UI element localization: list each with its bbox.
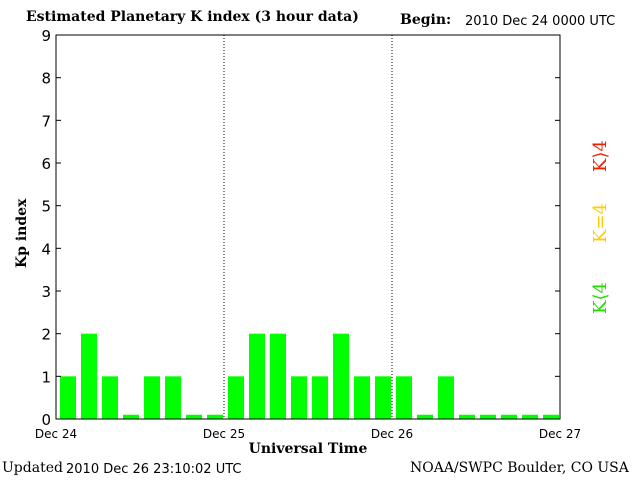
legend-k-greater-4: K⟩4 [590,140,611,172]
kp-bar [375,376,391,419]
credit-text: NOAA/SWPC Boulder, CO USA [410,460,629,476]
x-day-label: Dec 24 [35,427,77,441]
kp-bar [186,414,202,419]
kp-bar [501,414,517,419]
y-tick-label: 0 [41,411,51,429]
y-tick-label: 1 [41,368,51,386]
kp-bar [417,414,433,419]
kp-bar [123,414,139,419]
y-tick-label: 6 [41,155,51,173]
y-tick-label: 9 [41,27,51,45]
kp-bar [81,333,97,419]
begin-label: Begin: [400,12,452,28]
kp-bar [354,376,370,419]
kp-bar [291,376,307,419]
y-tick-label: 8 [41,70,51,88]
kp-bar [144,376,160,419]
kp-bar [522,414,538,419]
kp-bar [312,376,328,419]
kp-bar [480,414,496,419]
kp-bar [102,376,118,419]
chart-title: Estimated Planetary K index (3 hour data… [26,9,359,25]
kp-bar [270,333,286,419]
x-day-label: Dec 25 [203,427,245,441]
plot-frame [55,34,561,420]
y-tick-label: 5 [41,198,51,216]
kp-bar [333,333,349,419]
y-tick-label: 7 [41,112,51,130]
legend-k-less-4: K⟨4 [590,282,611,314]
begin-value: 2010 Dec 24 0000 UTC [465,14,616,29]
legend-k-equal-4: K=4 [590,203,611,243]
y-tick-label: 2 [41,326,51,344]
kp-bar [60,376,76,419]
kp-bar [207,414,223,419]
updated-label: Updated [2,460,63,476]
kp-bar [228,376,244,419]
y-tick-label: 3 [41,283,51,301]
updated-value: 2010 Dec 26 23:10:02 UTC [66,462,242,477]
kp-bar [459,414,475,419]
x-day-label: Dec 27 [539,427,581,441]
x-axis-label: Universal Time [249,441,368,457]
kp-bar [249,333,265,419]
kp-bar [543,414,559,419]
x-day-label: Dec 26 [371,427,413,441]
y-tick-label: 4 [41,240,51,258]
kp-bar [165,376,181,419]
kp-bar [396,376,412,419]
kp-bar [438,376,454,419]
